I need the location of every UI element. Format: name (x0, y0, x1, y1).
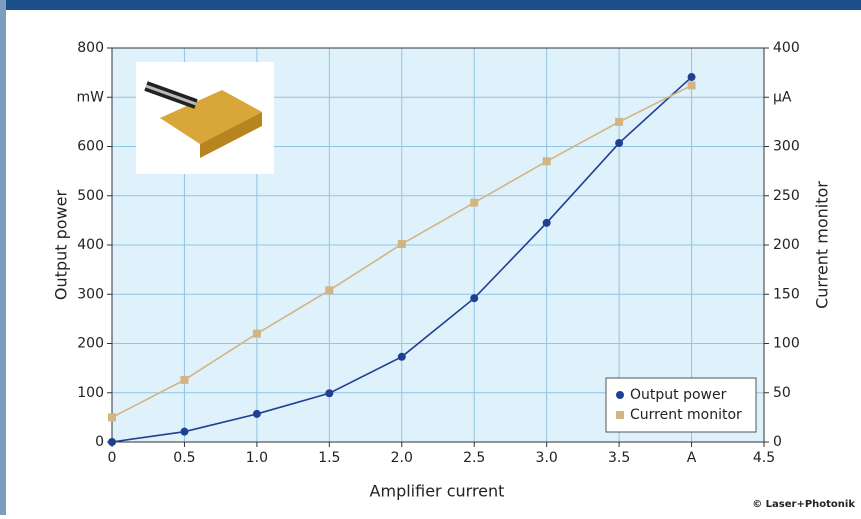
x-tick-label: 4.5 (753, 450, 775, 466)
y-tick-label: mW (77, 89, 105, 105)
marker (180, 427, 189, 436)
marker (252, 329, 261, 338)
y2-tick-label: µA (773, 89, 792, 105)
y2-tick-label: 400 (773, 40, 800, 56)
x-tick-label: 3.5 (608, 450, 630, 466)
marker (615, 117, 624, 126)
left-border (0, 0, 6, 515)
legend-label: Output power (630, 387, 727, 403)
marker (687, 81, 696, 90)
marker (397, 240, 406, 249)
x-tick-label: 1.5 (318, 450, 340, 466)
marker (397, 352, 406, 361)
y2-tick-label: 100 (773, 336, 800, 352)
y-tick-label: 100 (77, 385, 104, 401)
y-axis-label: Output power (52, 190, 71, 301)
y2-tick-label: 0 (773, 434, 782, 450)
credit: © Laser+Photonik (752, 499, 855, 510)
y2-tick-label: 200 (773, 237, 800, 253)
y2-axis-label: Current monitor (813, 181, 832, 309)
marker (108, 438, 116, 446)
y2-tick-label: 250 (773, 188, 800, 204)
marker (252, 409, 261, 418)
y-tick-label: 400 (77, 237, 104, 253)
legend-marker (616, 411, 624, 419)
y-tick-label: 300 (77, 286, 104, 302)
marker (615, 139, 624, 148)
legend-marker (616, 391, 624, 399)
y2-tick-label: 50 (773, 385, 791, 401)
marker (325, 286, 334, 295)
marker (687, 73, 696, 82)
legend-box (605, 377, 757, 433)
x-tick-label: 3.0 (536, 450, 558, 466)
x-tick-label: 2.0 (391, 450, 413, 466)
y2-tick-label: 150 (773, 286, 800, 302)
marker (542, 218, 551, 227)
product-photo (136, 62, 274, 174)
y-tick-label: 800 (77, 40, 104, 56)
marker (470, 198, 479, 207)
legend-label: Current monitor (630, 407, 742, 423)
x-axis-label: Amplifier current (370, 482, 505, 501)
x-tick-label: 1.0 (246, 450, 268, 466)
y-tick-label: 600 (77, 139, 104, 155)
y2-tick-label: 300 (773, 139, 800, 155)
x-tick-label: 0 (108, 450, 117, 466)
y-tick-label: 500 (77, 188, 104, 204)
marker (180, 375, 189, 384)
marker (542, 157, 551, 166)
x-tick-label: A (687, 450, 697, 466)
x-tick-label: 2.5 (463, 450, 485, 466)
x-tick-label: 0.5 (173, 450, 195, 466)
marker (470, 294, 479, 303)
top-bar (0, 0, 861, 10)
y-tick-label: 0 (95, 434, 104, 450)
marker (325, 389, 334, 398)
marker (108, 413, 116, 422)
y-tick-label: 200 (77, 336, 104, 352)
